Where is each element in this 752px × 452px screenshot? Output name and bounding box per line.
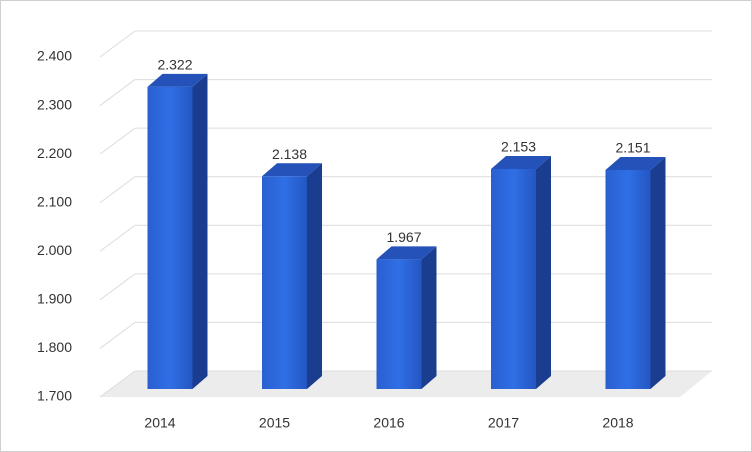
y-tick-label: 2.000	[37, 242, 72, 258]
bar	[147, 86, 193, 389]
grid-line-side	[99, 127, 136, 155]
bar-side	[421, 246, 437, 389]
data-label: 1.967	[386, 229, 421, 245]
bar-top	[491, 155, 551, 169]
x-tick-label: 2017	[488, 415, 519, 431]
bar-side	[307, 163, 322, 389]
y-tick-label: 2.400	[37, 48, 72, 64]
bar	[605, 169, 651, 389]
y-tick-label: 1.800	[37, 339, 72, 355]
grid-line-side	[99, 273, 136, 301]
bar	[491, 168, 536, 389]
bar-side	[192, 73, 208, 389]
data-label: 2.322	[157, 57, 192, 73]
data-label: 2.151	[615, 140, 650, 156]
x-tick-label: 2015	[259, 415, 290, 431]
data-label: 2.153	[501, 139, 536, 155]
x-tick-label: 2014	[144, 415, 175, 431]
grid-line-side	[99, 30, 136, 58]
y-tick-label: 1.900	[37, 291, 72, 307]
grid-line-side	[99, 370, 136, 398]
grid-line-side	[99, 224, 136, 252]
y-tick-label: 2.300	[37, 96, 72, 112]
bar-top	[376, 246, 437, 260]
x-tick-label: 2016	[373, 415, 404, 431]
bar	[262, 176, 307, 389]
bar-side	[536, 155, 551, 389]
bar-top	[262, 163, 322, 177]
y-tick-label: 1.700	[37, 388, 72, 404]
bar	[376, 259, 422, 389]
bar-top	[605, 156, 666, 170]
y-tick-label: 2.100	[37, 193, 72, 209]
grid-line-side	[99, 322, 136, 349]
bar-side	[650, 156, 666, 389]
grid-line-side	[99, 176, 136, 204]
data-label: 2.138	[272, 146, 307, 162]
grid-line-side	[99, 79, 136, 106]
x-tick-label: 2018	[602, 415, 633, 431]
bar-top	[147, 73, 208, 87]
y-tick-label: 2.200	[37, 145, 72, 161]
